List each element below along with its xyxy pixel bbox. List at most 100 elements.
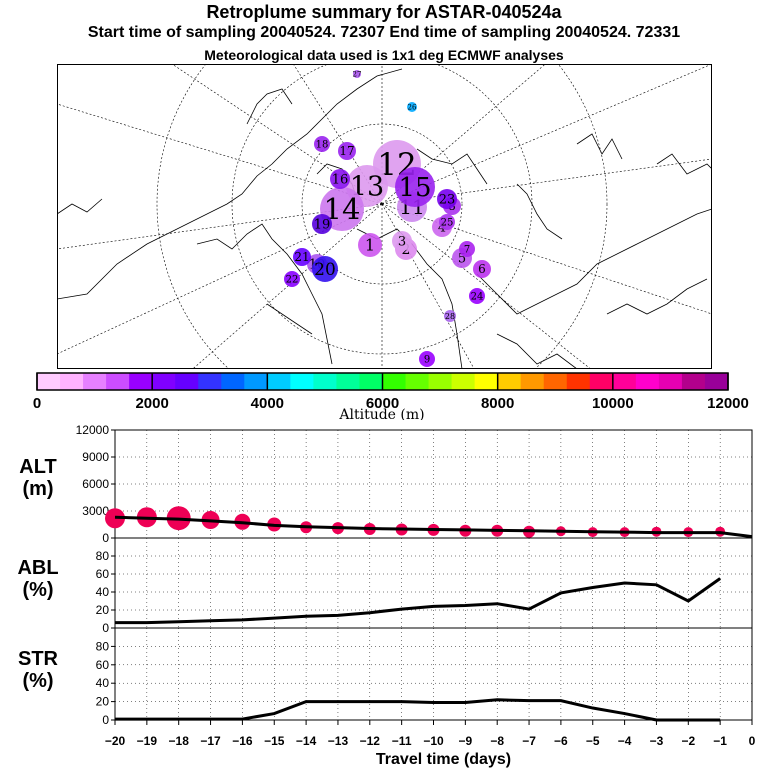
x-tick-label: −17: [200, 734, 221, 748]
colorbar-swatch: [382, 373, 407, 390]
map-dot-label: 16: [332, 173, 349, 188]
x-tick-label: −18: [169, 734, 190, 748]
colorbar-swatch: [589, 373, 614, 390]
map-frame: [57, 64, 712, 369]
map-dot-9: 9: [419, 351, 435, 367]
map-dot-label: 3: [398, 235, 406, 250]
map-dot-label: 1: [365, 236, 375, 255]
polar-map: 1234567891011121314151617181920212223242…: [57, 64, 712, 369]
x-axis-label: Travel time (days): [376, 751, 511, 768]
map-dot-label: 15: [398, 173, 431, 203]
y-tick-label: 20: [96, 695, 110, 709]
y-tick-label: 80: [96, 639, 110, 653]
panel-str: 0 20 40 60 80 STR(%): [18, 627, 753, 727]
map-dot-circle: [338, 142, 356, 160]
x-tick-label: −16: [232, 734, 253, 748]
map-dot-circle: [459, 241, 475, 257]
colorbar-swatch: [681, 373, 706, 390]
panel-unit: (%): [22, 579, 53, 601]
map-dot-19: 19: [312, 214, 332, 234]
x-tick-label: −6: [554, 734, 568, 748]
map-dot-circle: [353, 70, 361, 78]
map-dot-label: 28: [445, 312, 455, 321]
map-dot-label: 18: [316, 140, 329, 151]
map-dot-circle: [439, 214, 455, 230]
colorbar-swatch: [175, 373, 199, 390]
x-tick-label: −12: [360, 734, 381, 748]
colorbar-swatch: [37, 373, 61, 390]
colorbar-swatch: [566, 373, 591, 390]
colorbar-swatch: [83, 373, 107, 390]
map-dot-label: 19: [314, 218, 331, 233]
x-tick-label: −14: [296, 734, 317, 748]
x-tick-label: −20: [105, 734, 126, 748]
x-tick-label: −5: [586, 734, 600, 748]
map-dot-23: 23: [437, 189, 457, 209]
map-dot-label: 27: [353, 70, 362, 78]
x-tick-label: −9: [459, 734, 473, 748]
x-tick-label: −8: [490, 734, 504, 748]
map-dot-17: 17: [338, 142, 356, 160]
x-tick-label: 0: [749, 734, 756, 748]
x-tick-label: −15: [264, 734, 285, 748]
x-tick-label: −4: [618, 734, 632, 748]
time-series-panels: 030006000900012000ALT(m)020406080ABL(%)0…: [17, 423, 756, 768]
map-dot-21: 21: [293, 248, 311, 266]
map-dot-circle: [392, 231, 412, 251]
y-tick-label: 9000: [82, 450, 109, 464]
coastlines: [57, 68, 712, 369]
y-tick-label: 80: [96, 549, 110, 563]
x-tick-label: −3: [650, 734, 664, 748]
map-dot-7: 7: [459, 241, 475, 257]
map-dot-6: 6: [473, 260, 491, 278]
map-dot-circle: [407, 102, 417, 112]
sampling-times: Start time of sampling 20040524. 72307 E…: [87, 24, 681, 41]
colorbar-swatch: [451, 373, 476, 390]
map-dots: 1234567891011121314151617181920212223242…: [284, 70, 491, 367]
colorbar-swatch: [152, 373, 176, 390]
map-dot-label: 23: [439, 193, 456, 208]
str-line: [115, 698, 721, 722]
map-dot-label: 25: [441, 218, 454, 229]
map-dot-26: 26: [407, 102, 417, 112]
colorbar-swatch: [428, 373, 453, 390]
map-dot-circle: [330, 169, 350, 189]
x-axis: −20 −19 −18 −17 −16 −15 −14 −13 −12 −11 −10 −9 −8 −7−…: [105, 720, 756, 768]
map-dot-circle: [437, 189, 457, 209]
map-dot-24: 24: [469, 288, 485, 304]
y-tick-label: 20: [96, 603, 110, 617]
colorbar-tick-label: 10000: [592, 395, 634, 412]
panel-label: STR: [18, 648, 59, 670]
chart-title: Retroplume summary for ASTAR-040524a: [206, 2, 562, 22]
y-tick-label: 40: [96, 676, 110, 690]
panel-unit: (m): [22, 478, 53, 500]
map-dot-20: 20: [312, 256, 338, 282]
y-tick-label: 0: [102, 531, 109, 545]
map-dot-28: 28: [444, 310, 456, 322]
map-dot-label: 17: [339, 144, 354, 158]
colorbar-swatch: [359, 373, 383, 390]
colorbar-swatch: [704, 373, 729, 390]
colorbar-tick-label: 2000: [135, 395, 168, 412]
y-tick-label: 60: [96, 567, 110, 581]
meteo-note: Meteorological data used is 1x1 deg ECMW…: [204, 47, 564, 63]
map-dot-25: 25: [439, 214, 455, 230]
x-tick-label: −2: [681, 734, 695, 748]
map-dot-label: 22: [286, 275, 299, 286]
colorbar-swatch: [635, 373, 660, 390]
colorbar-swatch: [336, 373, 360, 390]
map-dot-label: 26: [408, 103, 417, 111]
colorbar-swatch: [198, 373, 222, 390]
colorbar-swatch: [543, 373, 568, 390]
colorbar-swatches: [37, 373, 729, 390]
x-tick-label: −19: [137, 734, 158, 748]
map-dot-circle: [312, 256, 338, 282]
colorbar-swatch: [60, 373, 84, 390]
map-dot-circle: [312, 214, 332, 234]
y-tick-label: 0: [102, 713, 109, 727]
map-dot-circle: [314, 136, 330, 152]
colorbar-tick-label: 0: [33, 395, 41, 412]
map-dot-label: 20: [314, 260, 336, 280]
colorbar-swatch: [129, 373, 153, 390]
colorbar: 0 2000 4000 6000 8000 10000 12000 Altitude (m): [33, 372, 749, 420]
